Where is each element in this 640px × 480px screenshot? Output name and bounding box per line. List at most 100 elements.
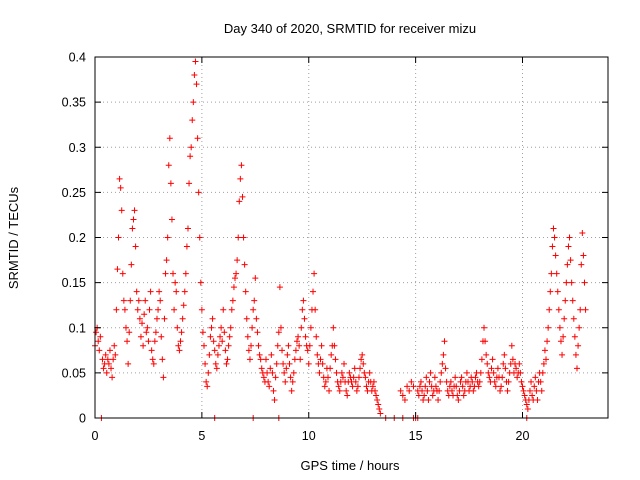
data-point [228,306,235,313]
data-point [140,342,147,349]
data-point [258,365,265,372]
data-point [324,374,331,381]
data-point [148,347,155,354]
data-point [469,378,476,385]
data-point [528,378,535,385]
data-point [505,378,512,385]
data-point [141,311,148,318]
y-tick-label: 0.05 [62,366,86,380]
chart-title: Day 340 of 2020, SRMTID for receiver miz… [224,21,476,36]
data-point [580,252,587,259]
data-point [548,270,555,277]
data-point [298,324,305,331]
data-point [545,324,552,331]
data-point [177,338,184,345]
data-point [435,396,442,403]
data-point [482,338,489,345]
data-point [432,383,439,390]
data-point [442,365,449,372]
data-point [194,135,201,142]
data-point [240,234,247,241]
data-point [544,338,551,345]
data-point [166,135,173,142]
data-point [197,279,204,286]
data-point [448,387,455,394]
data-point [248,342,255,349]
data-point [176,347,183,354]
data-point [132,243,139,250]
data-point [350,374,357,381]
data-point [210,338,217,345]
data-point [577,306,584,313]
data-point [250,306,257,313]
data-point [245,347,252,354]
data-point [477,369,484,376]
data-point [486,374,493,381]
data-point [406,387,413,394]
data-point [284,351,291,358]
data-point [139,320,146,327]
data-point [489,356,496,363]
data-point [419,387,426,394]
data-point [571,333,578,340]
data-point [180,302,187,309]
data-point [343,387,350,394]
data-point [114,266,121,273]
data-point [279,347,286,354]
data-point [354,383,361,390]
data-point [170,270,177,277]
y-tick-label: 0.4 [69,51,86,65]
y-axis-label: SRMTID / TECUs [6,186,21,289]
data-point [121,306,128,313]
data-point [531,383,538,390]
data-point [333,369,340,376]
data-point [490,369,497,376]
data-point [207,333,214,340]
data-point [575,342,582,349]
data-point [205,369,212,376]
data-point [150,360,157,367]
data-point [481,324,488,331]
data-point [555,306,562,313]
data-point [239,193,246,200]
data-point [509,356,516,363]
data-point [280,360,287,367]
data-point [408,378,415,385]
data-point [458,374,465,381]
data-point [438,369,445,376]
data-point [249,324,256,331]
data-point [129,225,136,232]
data-point [541,347,548,354]
data-point [410,383,417,390]
x-tick-label: 5 [198,429,205,443]
data-point [260,374,267,381]
data-point [119,270,126,277]
data-point [549,243,556,250]
data-point [100,365,107,372]
data-point [369,383,376,390]
data-point [422,383,429,390]
x-tick-label: 20 [516,429,530,443]
data-point [212,360,219,367]
data-point [149,356,156,363]
data-point [424,387,431,394]
data-point [416,383,423,390]
data-point [109,374,116,381]
data-point [363,383,370,390]
data-point [332,356,339,363]
data-point [288,387,295,394]
data-point [173,288,180,295]
data-point [538,387,545,394]
data-point [534,396,541,403]
data-point [579,229,586,236]
data-point [164,234,171,241]
data-point [157,297,164,304]
data-point [264,369,271,376]
data-point [483,351,490,358]
data-point [299,306,306,313]
data-point [130,216,137,223]
data-point [156,288,163,295]
data-point [554,288,561,295]
data-point [310,288,317,295]
data-point [167,180,174,187]
